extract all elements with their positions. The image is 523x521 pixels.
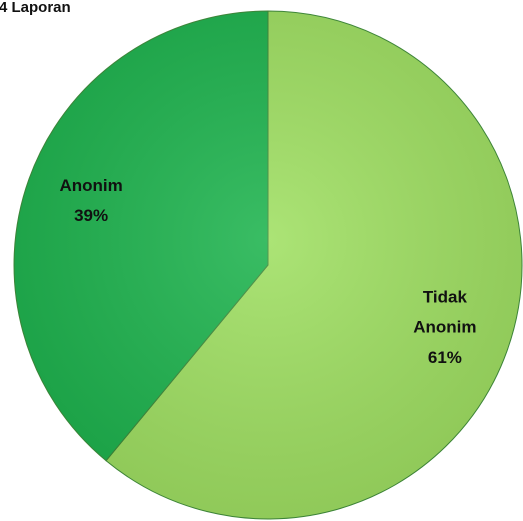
value-label: 39%: [74, 206, 108, 225]
category-label: Tidak Anonim: [413, 288, 476, 337]
value-label: 61%: [428, 348, 462, 367]
category-label: Anonim: [59, 176, 122, 195]
chart-title: 4 Laporan: [0, 0, 71, 16]
pie: [13, 10, 523, 520]
